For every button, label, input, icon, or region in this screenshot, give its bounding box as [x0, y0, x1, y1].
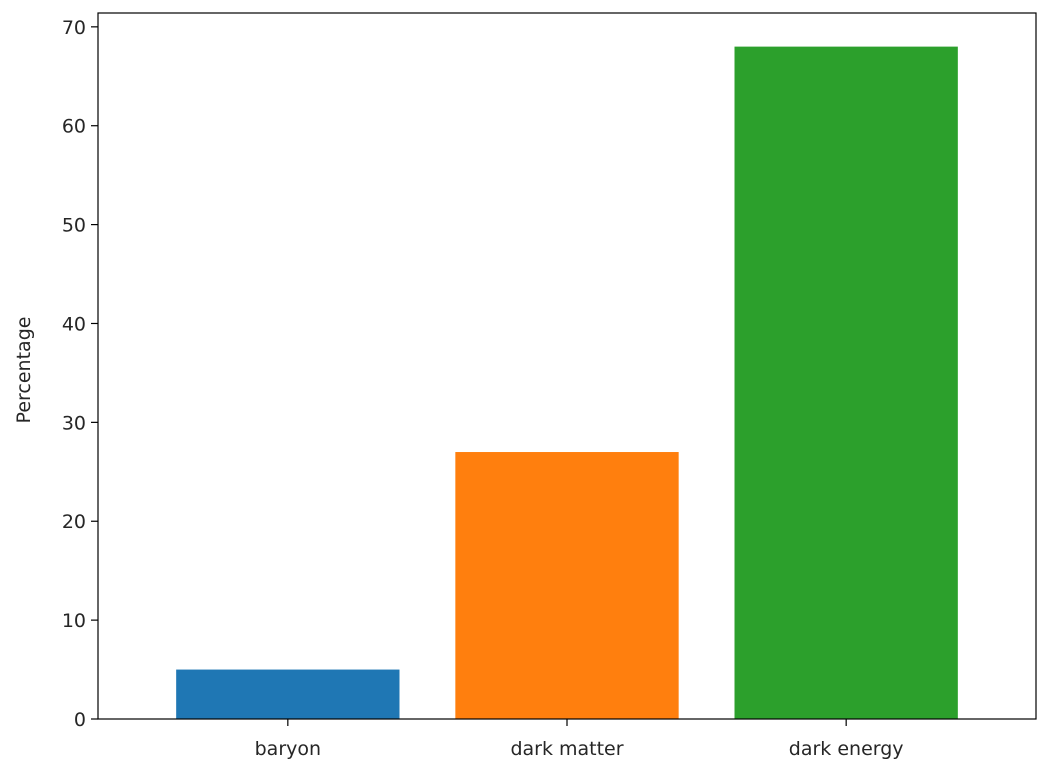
y-tick-label: 40 [62, 313, 86, 335]
x-tick-label: dark energy [789, 738, 904, 760]
ticks-layer: baryon dark matter dark energy 0 10 20 30 40 50 6… [62, 17, 904, 760]
y-tick-label: 50 [62, 215, 86, 237]
y-tick-label: 0 [74, 709, 86, 731]
y-tick-label: 20 [62, 511, 86, 533]
y-tick-label: 30 [62, 412, 86, 434]
x-tick-label: baryon [255, 738, 321, 760]
bar-dark-energy [734, 46, 958, 720]
y-tick-label: 60 [62, 116, 86, 138]
x-tick-label: dark matter [510, 738, 623, 760]
bars-layer [176, 46, 958, 720]
y-axis-label: Percentage [13, 317, 35, 424]
bar-baryon [176, 669, 400, 719]
y-tick-label: 70 [62, 17, 86, 39]
bar-dark-matter [455, 452, 679, 719]
y-tick-label: 10 [62, 610, 86, 632]
